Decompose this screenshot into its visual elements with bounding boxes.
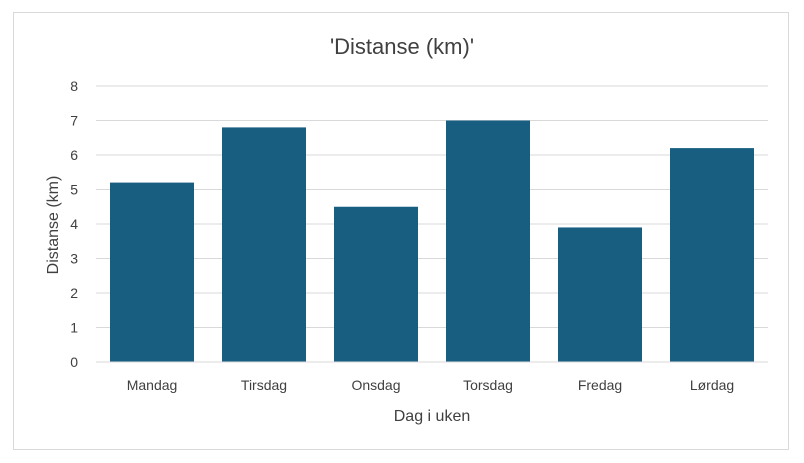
x-axis-ticks: Mandag Tirsdag Onsdag Torsdag Fredag Lørdag bbox=[127, 377, 734, 393]
y-tick-label: 3 bbox=[70, 251, 78, 267]
y-tick-label: 7 bbox=[70, 113, 78, 129]
x-tick-label: Tirsdag bbox=[241, 377, 287, 393]
y-tick-label: 8 bbox=[70, 78, 78, 94]
y-tick-label: 4 bbox=[70, 216, 78, 232]
y-axis-ticks: 0 1 2 3 4 5 6 7 8 bbox=[70, 78, 78, 370]
y-tick-label: 6 bbox=[70, 147, 78, 163]
x-tick-label: Lørdag bbox=[690, 377, 734, 393]
chart-title: 'Distanse (km)' bbox=[330, 34, 474, 59]
bar-onsdag bbox=[334, 206, 418, 362]
bar-fredag bbox=[558, 227, 642, 362]
bar-mandag bbox=[110, 182, 194, 362]
x-tick-label: Torsdag bbox=[463, 377, 513, 393]
bar-tirsdag bbox=[222, 127, 306, 363]
y-tick-label: 0 bbox=[70, 354, 78, 370]
x-tick-label: Fredag bbox=[578, 377, 622, 393]
y-tick-label: 5 bbox=[70, 182, 78, 198]
bar-torsdag bbox=[446, 120, 530, 362]
bars bbox=[110, 120, 754, 363]
y-axis-title: Distanse (km) bbox=[45, 176, 62, 275]
bar-lørdag bbox=[670, 148, 754, 362]
y-tick-label: 1 bbox=[70, 320, 78, 336]
x-axis-title: Dag i uken bbox=[394, 408, 471, 425]
y-tick-label: 2 bbox=[70, 285, 78, 301]
x-tick-label: Onsdag bbox=[351, 377, 400, 393]
x-tick-label: Mandag bbox=[127, 377, 178, 393]
gridlines bbox=[96, 85, 768, 328]
